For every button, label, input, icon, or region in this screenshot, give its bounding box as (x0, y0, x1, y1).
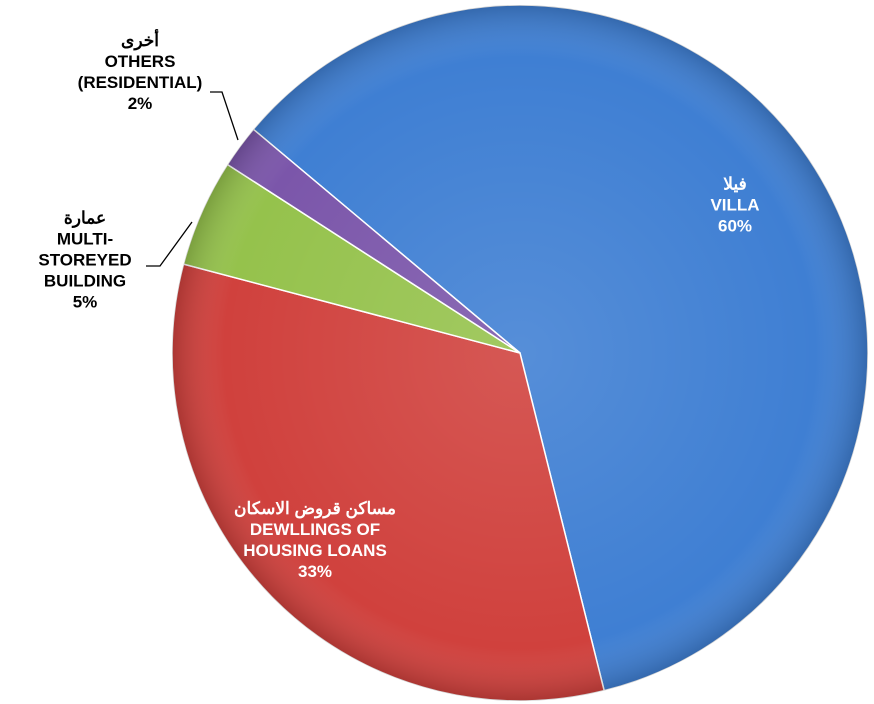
category-label: OTHERS (RESIDENTIAL) (77, 52, 203, 92)
category-label: VILLA (710, 195, 760, 215)
arabic-label: عمارة (63, 208, 107, 228)
slice-label: فيلا VILLA 60% (635, 174, 835, 237)
leader-line (210, 91, 239, 141)
category-label: DEWLLINGS OF HOUSING LOANS (243, 520, 387, 560)
arabic-label: فيلا (723, 174, 747, 194)
value-label: 60% (717, 216, 753, 236)
value-label: 5% (72, 292, 98, 312)
value-label: 2% (127, 94, 153, 113)
arabic-label: أخرى (121, 31, 159, 50)
slice-label: أخرى OTHERS (RESIDENTIAL) 2% (45, 30, 235, 114)
category-label: MULTI-STOREYED BUILDING (38, 229, 132, 291)
slice-label: عمارة MULTI-STOREYED BUILDING 5% (20, 208, 150, 313)
value-label: 33% (297, 562, 333, 581)
slice-label: مساكن قروض الاسكان DEWLLINGS OF HOUSING L… (215, 498, 415, 582)
arabic-label: مساكن قروض الاسكان (234, 499, 396, 518)
leader-line (146, 221, 193, 267)
